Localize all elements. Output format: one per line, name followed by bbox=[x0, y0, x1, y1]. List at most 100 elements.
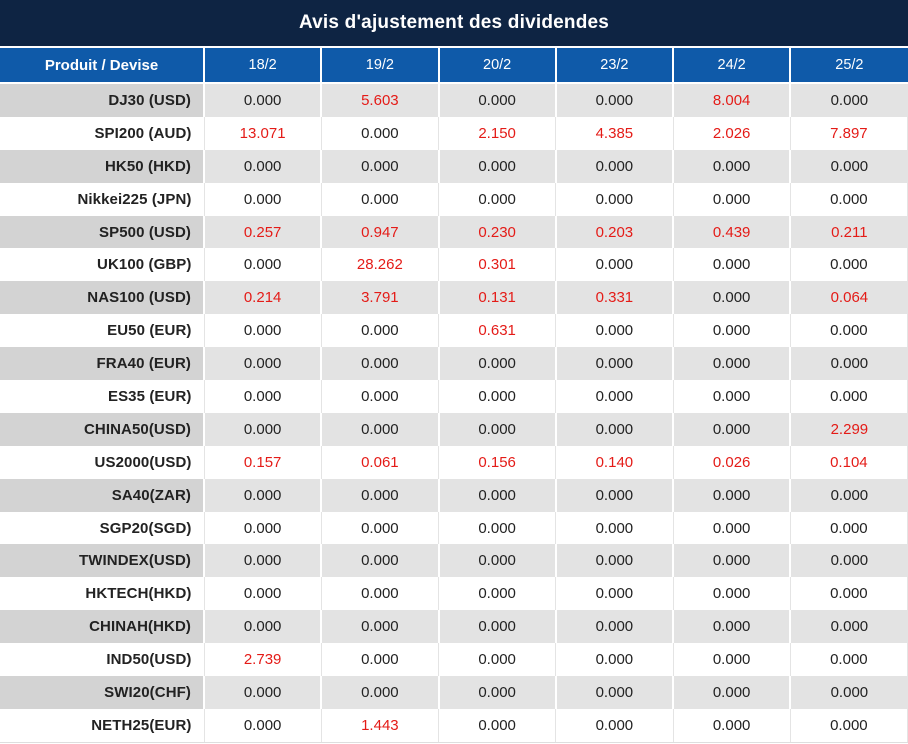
column-header-18-2: 18/2 bbox=[204, 48, 323, 84]
value-cell: 0.000 bbox=[555, 412, 675, 446]
value-cell: 0.000 bbox=[204, 380, 322, 413]
value-cell: 0.104 bbox=[790, 445, 908, 479]
value-cell: 0.000 bbox=[438, 676, 557, 709]
value-cell: 0.000 bbox=[204, 544, 323, 578]
value-cell: 0.000 bbox=[673, 544, 792, 578]
row-label: ES35 (EUR) bbox=[0, 380, 205, 413]
value-cell: 1.443 bbox=[321, 708, 440, 743]
header-row: Produit / Devise 18/2 19/2 20/2 23/2 24/2 25/… bbox=[0, 48, 908, 84]
value-cell: 0.000 bbox=[673, 676, 792, 709]
value-cell: 0.000 bbox=[790, 610, 908, 644]
row-label: SWI20(CHF) bbox=[0, 676, 205, 709]
value-cell: 0.000 bbox=[790, 643, 908, 677]
value-cell: 0.000 bbox=[673, 347, 792, 381]
value-cell: 28.262 bbox=[321, 248, 440, 282]
value-cell: 0.000 bbox=[555, 182, 674, 216]
value-cell: 0.000 bbox=[438, 577, 557, 611]
value-cell: 0.331 bbox=[555, 281, 675, 315]
value-cell: 0.000 bbox=[555, 248, 674, 282]
value-cell: 2.026 bbox=[673, 116, 791, 150]
value-cell: 0.000 bbox=[204, 577, 322, 611]
value-cell: 0.000 bbox=[673, 248, 791, 282]
column-header-25-2: 25/2 bbox=[790, 48, 908, 84]
value-cell: 0.000 bbox=[438, 347, 557, 381]
table-row: CHINA50(USD) 0.000 0.000 0.000 0.000 0.000 2.2… bbox=[0, 412, 908, 446]
value-cell: 3.791 bbox=[321, 281, 440, 315]
value-cell: 0.000 bbox=[204, 182, 322, 216]
value-cell: 0.000 bbox=[673, 643, 791, 677]
value-cell: 0.000 bbox=[555, 643, 674, 677]
value-cell: 0.000 bbox=[204, 347, 323, 381]
value-cell: 0.000 bbox=[555, 478, 675, 512]
value-cell: 0.000 bbox=[673, 149, 792, 183]
value-cell: 0.000 bbox=[321, 511, 440, 545]
column-header-23-2: 23/2 bbox=[555, 48, 675, 84]
value-cell: 0.000 bbox=[321, 380, 440, 413]
value-cell: 0.061 bbox=[321, 445, 440, 479]
value-cell: 0.257 bbox=[204, 215, 323, 249]
value-cell: 0.000 bbox=[555, 708, 674, 743]
value-cell: 0.000 bbox=[321, 182, 440, 216]
value-cell: 0.631 bbox=[438, 314, 557, 348]
table-row: SA40(ZAR) 0.000 0.000 0.000 0.000 0.000 0.000 bbox=[0, 478, 908, 512]
value-cell: 0.131 bbox=[438, 281, 557, 315]
value-cell: 0.000 bbox=[673, 708, 791, 743]
page-title: Avis d'ajustement des dividendes bbox=[0, 0, 908, 48]
value-cell: 0.000 bbox=[555, 544, 675, 578]
row-label: HKTECH(HKD) bbox=[0, 577, 205, 611]
row-label: NAS100 (USD) bbox=[0, 281, 205, 315]
value-cell: 0.000 bbox=[673, 610, 792, 644]
value-cell: 0.000 bbox=[321, 643, 440, 677]
value-cell: 0.000 bbox=[555, 83, 675, 117]
value-cell: 0.000 bbox=[438, 83, 557, 117]
table-row: IND50(USD) 2.739 0.000 0.000 0.000 0.000 0.000 bbox=[0, 643, 908, 677]
value-cell: 0.000 bbox=[790, 182, 908, 216]
value-cell: 0.000 bbox=[438, 412, 557, 446]
value-cell: 0.000 bbox=[555, 610, 675, 644]
value-cell: 0.000 bbox=[438, 478, 557, 512]
value-cell: 0.000 bbox=[204, 610, 323, 644]
row-label: CHINA50(USD) bbox=[0, 412, 205, 446]
value-cell: 0.000 bbox=[790, 676, 908, 709]
value-cell: 0.000 bbox=[673, 182, 791, 216]
value-cell: 0.000 bbox=[438, 544, 557, 578]
table-row: NETH25(EUR) 0.000 1.443 0.000 0.000 0.000 0.00… bbox=[0, 708, 908, 743]
row-label: Nikkei225 (JPN) bbox=[0, 182, 205, 216]
value-cell: 0.000 bbox=[204, 478, 323, 512]
value-cell: 0.000 bbox=[321, 676, 440, 709]
dividends-table: Produit / Devise 18/2 19/2 20/2 23/2 24/2 25/… bbox=[0, 48, 908, 743]
value-cell: 0.000 bbox=[438, 380, 557, 413]
row-label: DJ30 (USD) bbox=[0, 83, 205, 117]
value-cell: 0.000 bbox=[321, 478, 440, 512]
value-cell: 0.000 bbox=[790, 511, 908, 545]
row-label: HK50 (HKD) bbox=[0, 149, 205, 183]
value-cell: 2.150 bbox=[438, 116, 557, 150]
value-cell: 4.385 bbox=[555, 116, 674, 150]
table-row: UK100 (GBP) 0.000 28.262 0.301 0.000 0.000 0.0… bbox=[0, 248, 908, 282]
value-cell: 0.000 bbox=[438, 610, 557, 644]
value-cell: 0.000 bbox=[438, 511, 557, 545]
value-cell: 0.000 bbox=[673, 281, 792, 315]
row-label: EU50 (EUR) bbox=[0, 314, 205, 348]
value-cell: 0.000 bbox=[321, 544, 440, 578]
value-cell: 0.000 bbox=[790, 478, 908, 512]
column-header-19-2: 19/2 bbox=[321, 48, 440, 84]
value-cell: 0.000 bbox=[321, 314, 440, 348]
table-row: TWINDEX(USD) 0.000 0.000 0.000 0.000 0.000 0.0… bbox=[0, 544, 908, 578]
row-label: SPI200 (AUD) bbox=[0, 116, 205, 150]
value-cell: 0.301 bbox=[438, 248, 557, 282]
value-cell: 0.000 bbox=[204, 248, 322, 282]
corner-header-produit-devise: Produit / Devise bbox=[0, 48, 205, 84]
value-cell: 0.000 bbox=[321, 610, 440, 644]
table-row: SGP20(SGD) 0.000 0.000 0.000 0.000 0.000 0.000 bbox=[0, 511, 908, 545]
value-cell: 0.000 bbox=[321, 577, 440, 611]
value-cell: 0.000 bbox=[204, 676, 323, 709]
table-row: SPI200 (AUD) 13.071 0.000 2.150 4.385 2.026 7.… bbox=[0, 116, 908, 150]
value-cell: 0.000 bbox=[438, 182, 557, 216]
value-cell: 0.000 bbox=[790, 347, 908, 381]
value-cell: 0.000 bbox=[790, 149, 908, 183]
row-label: SGP20(SGD) bbox=[0, 511, 205, 545]
row-label: UK100 (GBP) bbox=[0, 248, 205, 282]
value-cell: 0.203 bbox=[555, 215, 675, 249]
